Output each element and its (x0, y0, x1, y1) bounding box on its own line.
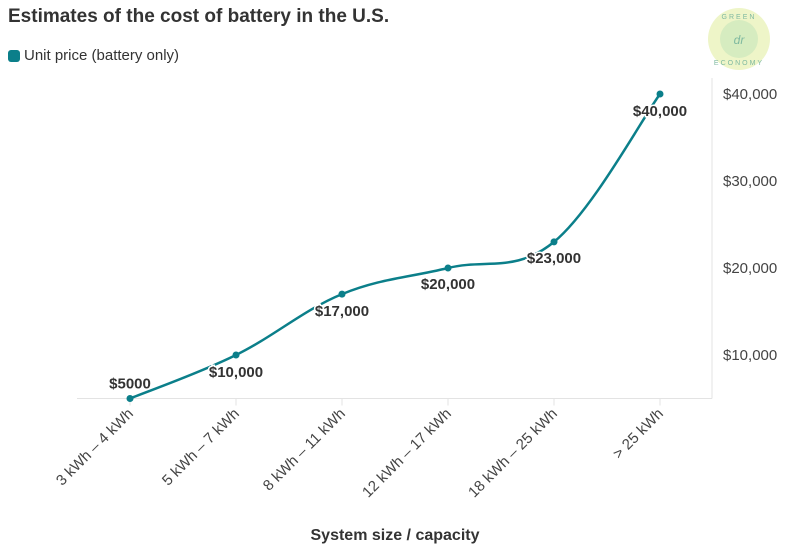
y-tick-label: $30,000 (723, 173, 777, 190)
x-axis-label: System size / capacity (310, 527, 480, 544)
data-point (550, 238, 558, 246)
y-tick-label: $40,000 (723, 86, 777, 103)
data-label: $10,000 (209, 364, 263, 381)
data-point (126, 395, 134, 402)
data-label: $20,000 (421, 276, 475, 293)
data-label: $5000 (109, 376, 151, 393)
data-point (656, 90, 664, 98)
data-point (232, 351, 240, 359)
legend-item[interactable]: Unit price (battery only) (8, 47, 179, 64)
chart-title: Estimates of the cost of battery in the … (8, 6, 390, 27)
data-label: $40,000 (633, 103, 687, 120)
x-tick-label: 8 kWh – 11 kWh (260, 405, 349, 494)
y-tick-label: $10,000 (723, 347, 777, 364)
data-label: $23,000 (527, 250, 581, 267)
legend-label: Unit price (battery only) (24, 47, 180, 64)
x-tick-label: 5 kWh – 7 kWh (159, 405, 243, 489)
x-tick-label: 18 kWh – 25 kWh (465, 405, 561, 501)
svg-text:ECONOMY: ECONOMY (714, 60, 764, 67)
x-tick-label: 12 kWh – 17 kWh (359, 405, 455, 501)
x-tick-label: > 25 kWh (610, 405, 667, 462)
y-tick-label: $20,000 (723, 260, 777, 277)
data-label: $17,000 (315, 303, 369, 320)
svg-text:dr: dr (734, 33, 746, 47)
x-tick-label: 3 kWh – 4 kWh (53, 405, 137, 489)
svg-text:GREEN: GREEN (722, 14, 757, 21)
data-point (338, 290, 346, 298)
green-economy-logo: GREEN ECONOMY dr (708, 8, 770, 70)
data-point (444, 264, 452, 272)
series-line (129, 93, 662, 400)
legend-swatch (8, 49, 20, 62)
